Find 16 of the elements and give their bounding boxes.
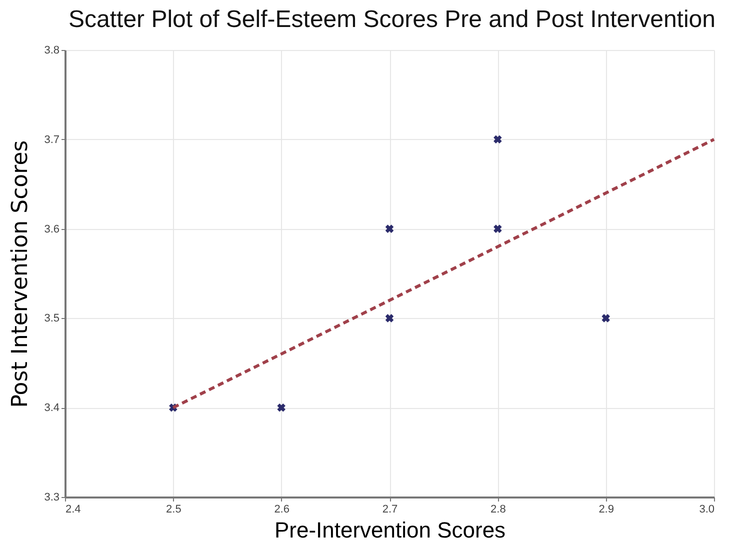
- y-tick-label: 3.7: [44, 134, 60, 146]
- y-tick-label: 3.6: [44, 223, 60, 236]
- x-tick-label: 2.5: [166, 504, 182, 516]
- y-tick-label: 3.4: [44, 402, 60, 414]
- x-tick-label: 2.4: [66, 504, 81, 516]
- x-tick-label: 2.9: [598, 504, 614, 516]
- y-tick-label: 3.3: [44, 492, 60, 504]
- x-tick-label: 2.6: [274, 504, 290, 516]
- y-tick-label: 3.8: [44, 44, 60, 56]
- x-axis-title: Pre-Intervention Scores: [274, 518, 506, 542]
- x-tick-label: 3.0: [699, 504, 714, 516]
- y-tick-label: 3.5: [44, 312, 60, 325]
- y-axis-title: Post Intervention Scores: [8, 140, 34, 408]
- x-tick-label: 2.8: [490, 504, 506, 516]
- x-tick-label: 2.7: [382, 504, 398, 516]
- chart-title: Scatter Plot of Self-Esteem Scores Pre and Post Intervention: [68, 6, 716, 33]
